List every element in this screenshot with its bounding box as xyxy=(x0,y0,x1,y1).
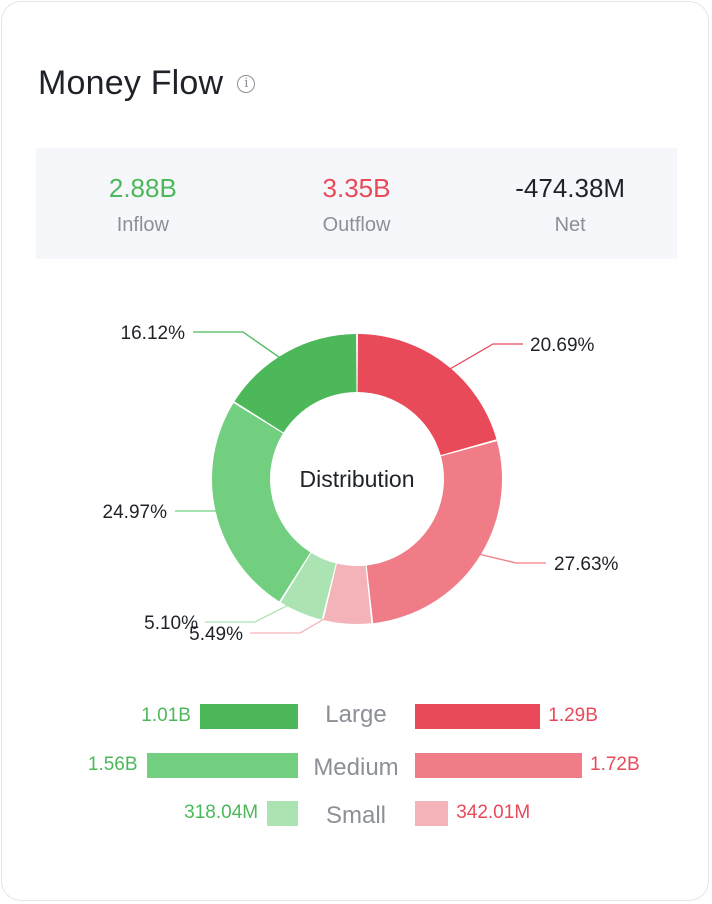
slice-percent-label: 27.63% xyxy=(554,554,619,575)
net-stat: -474.38M Net xyxy=(463,148,677,259)
leader-line xyxy=(250,604,349,634)
inflow-value: 2.88B xyxy=(108,173,177,203)
outflow-label: Outflow xyxy=(322,214,391,236)
leader-line xyxy=(193,331,297,370)
leader-line xyxy=(461,549,546,564)
info-icon[interactable]: i xyxy=(237,74,256,93)
donut-slice-inflow-large[interactable] xyxy=(234,334,357,433)
inflow-stat: 2.88B Inflow xyxy=(36,148,250,259)
net-value: -474.38M xyxy=(515,173,626,203)
leader-line xyxy=(432,343,523,380)
net-label: Net xyxy=(554,214,586,236)
donut-slice-outflow-large[interactable] xyxy=(357,334,497,456)
summary-panel: 2.88B Inflow 3.35B Outflow -474.38M Net xyxy=(36,148,677,259)
donut-center-label: Distribution xyxy=(299,466,414,492)
slice-percent-label: 5.10% xyxy=(144,613,198,634)
leader-line xyxy=(205,594,309,623)
leader-line xyxy=(175,506,235,512)
page-title: Money Flow xyxy=(38,64,224,102)
donut-slice-outflow-medium[interactable] xyxy=(366,441,502,624)
slice-percent-label: 16.12% xyxy=(121,323,186,344)
outflow-value: 3.35B xyxy=(322,173,391,203)
slice-percent-label: 24.97% xyxy=(103,502,168,523)
inflow-label: Inflow xyxy=(116,214,169,236)
donut-slice-inflow-small[interactable] xyxy=(280,553,336,620)
donut-slice-inflow-medium[interactable] xyxy=(212,403,311,602)
slice-percent-label: 20.69% xyxy=(530,335,595,356)
outflow-stat: 3.35B Outflow xyxy=(250,148,464,259)
header: Money Flow i xyxy=(38,64,256,103)
donut-slice-outflow-small[interactable] xyxy=(323,563,372,624)
slice-percent-label: 5.49% xyxy=(189,624,243,645)
